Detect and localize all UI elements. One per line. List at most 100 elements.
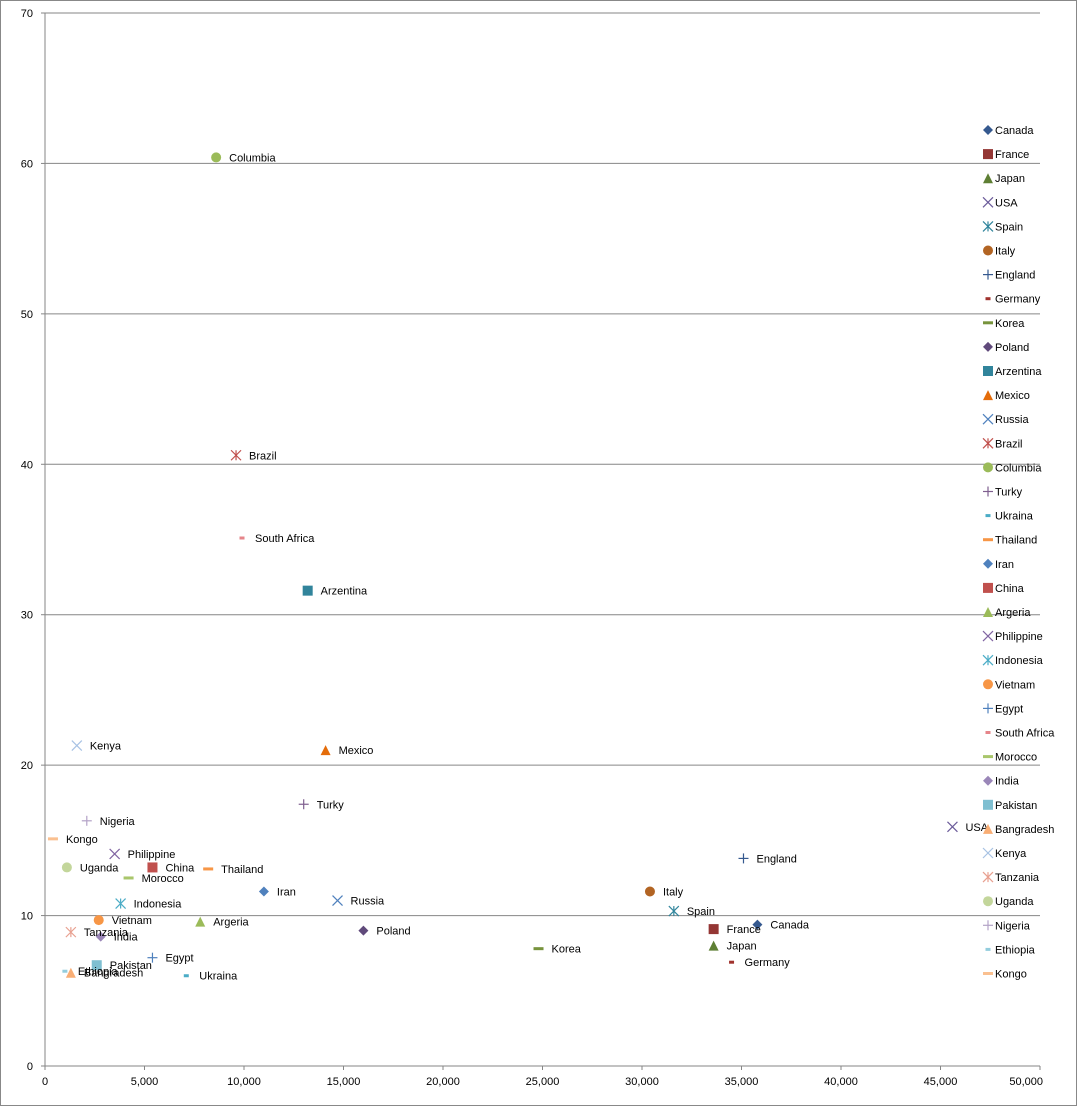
legend-item-japan: Japan (983, 173, 1025, 185)
point-label-ukraina: Ukraina (199, 971, 238, 983)
point-label-morocco: Morocco (142, 873, 184, 885)
legend: Canada France Japan USA Spain Italy England Ger… (982, 125, 1055, 981)
legend-marker-nigeria (983, 920, 993, 931)
legend-item-turky: Turky (983, 486, 1023, 499)
legend-label-iran: Iran (995, 559, 1014, 571)
point-label-argeria: Argeria (213, 917, 249, 929)
legend-marker-japan (983, 173, 993, 184)
legend-item-spain: Spain (982, 220, 1023, 233)
x-tick-label: 35,000 (725, 1076, 759, 1088)
point-morocco (123, 876, 134, 880)
legend-marker-canada (983, 125, 993, 135)
legend-item-england: England (983, 269, 1035, 282)
point-label-kongo: Kongo (66, 834, 98, 846)
point-iran (258, 886, 269, 897)
legend-marker-spain (982, 220, 994, 232)
legend-item-thailand: Thailand (983, 535, 1037, 547)
point-england (738, 853, 749, 864)
point-label-kenya: Kenya (90, 741, 122, 753)
x-tick-label: 45,000 (924, 1076, 958, 1088)
legend-marker-germany (985, 297, 991, 301)
legend-marker-columbia (983, 462, 993, 473)
legend-label-argeria: Argeria (995, 607, 1031, 619)
legend-item-arzentina: Arzentina (983, 366, 1042, 378)
legend-label-philippine: Philippine (995, 631, 1043, 643)
data-points (47, 152, 958, 978)
legend-label-italy: Italy (995, 246, 1016, 258)
x-tick-label: 50,000 (1009, 1076, 1043, 1088)
legend-item-ukraina: Ukraina (985, 511, 1034, 523)
point-india (95, 931, 106, 942)
legend-item-iran: Iran (983, 558, 1014, 571)
legend-marker-england (983, 269, 993, 280)
legend-label-mexico: Mexico (995, 390, 1030, 402)
legend-label-england: England (995, 270, 1035, 282)
point-label-usa: USA (965, 822, 988, 834)
point-label-england: England (756, 853, 796, 865)
legend-label-spain: Spain (995, 221, 1023, 233)
legend-label-turky: Turky (995, 487, 1023, 499)
legend-item-mexico: Mexico (983, 390, 1030, 402)
legend-marker-iran (983, 558, 993, 569)
point-thailand (203, 867, 214, 871)
point-label-china: China (165, 862, 195, 874)
legend-marker-china (983, 582, 993, 593)
legend-marker-egypt (983, 703, 993, 714)
legend-item-france: France (983, 149, 1029, 161)
point-mexico (320, 745, 331, 756)
legend-label-china: China (995, 583, 1025, 595)
point-label-nigeria: Nigeria (100, 816, 136, 828)
legend-item-korea: Korea (983, 318, 1025, 330)
point-tanzania (65, 926, 77, 938)
point-label-vietnam: Vietnam (112, 915, 152, 927)
x-axis-ticks: 0 5,000 10,000 15,000 20,000 25,000 30,000 35,0… (42, 1066, 1043, 1088)
legend-marker-ukraina (985, 514, 991, 518)
legend-item-china: China (983, 582, 1025, 595)
x-tick-label: 30,000 (625, 1076, 659, 1088)
legend-label-germany: Germany (995, 294, 1041, 306)
legend-item-poland: Poland (983, 341, 1029, 354)
point-label-brazil: Brazil (249, 450, 277, 462)
legend-item-russia: Russia (982, 413, 1030, 426)
point-bangradesh (65, 967, 76, 978)
point-usa (947, 821, 958, 833)
legend-marker-turky (983, 486, 993, 497)
point-nigeria (81, 815, 92, 826)
legend-marker-brazil (982, 437, 994, 449)
legend-item-nigeria: Nigeria (983, 920, 1031, 932)
legend-label-japan: Japan (995, 173, 1025, 185)
point-vietnam (93, 915, 104, 926)
legend-label-kenya: Kenya (995, 848, 1027, 860)
point-ethiopia (62, 969, 68, 973)
legend-label-ukraina: Ukraina (995, 511, 1034, 523)
x-tick-label: 40,000 (824, 1076, 858, 1088)
point-label-canada: Canada (770, 920, 809, 932)
legend-item-columbia: Columbia (983, 462, 1042, 474)
legend-marker-italy (983, 245, 993, 256)
legend-marker-indonesia (982, 654, 994, 666)
point-brazil (230, 449, 242, 461)
legend-marker-bangradesh (983, 823, 993, 834)
legend-item-india: India (983, 775, 1020, 788)
legend-marker-ethiopia (985, 947, 991, 951)
legend-item-philippine: Philippine (982, 630, 1043, 643)
x-tick-label: 0 (42, 1076, 48, 1088)
point-label-poland: Poland (376, 926, 410, 938)
legend-marker-thailand (983, 538, 993, 542)
point-ukraina (183, 974, 189, 978)
legend-label-arzentina: Arzentina (995, 366, 1042, 378)
legend-label-india: India (995, 776, 1020, 788)
point-label-japan: Japan (727, 941, 757, 953)
point-label-iran: Iran (277, 887, 296, 899)
legend-item-egypt: Egypt (983, 703, 1023, 715)
point-poland (358, 925, 369, 936)
legend-item-italy: Italy (983, 245, 1016, 258)
point-philippine (109, 848, 121, 860)
legend-marker-philippine (982, 630, 994, 642)
y-tick-label: 20 (21, 760, 33, 772)
point-label-germany: Germany (745, 957, 791, 969)
point-south-africa (239, 536, 245, 540)
legend-label-pakistan: Pakistan (995, 800, 1037, 812)
